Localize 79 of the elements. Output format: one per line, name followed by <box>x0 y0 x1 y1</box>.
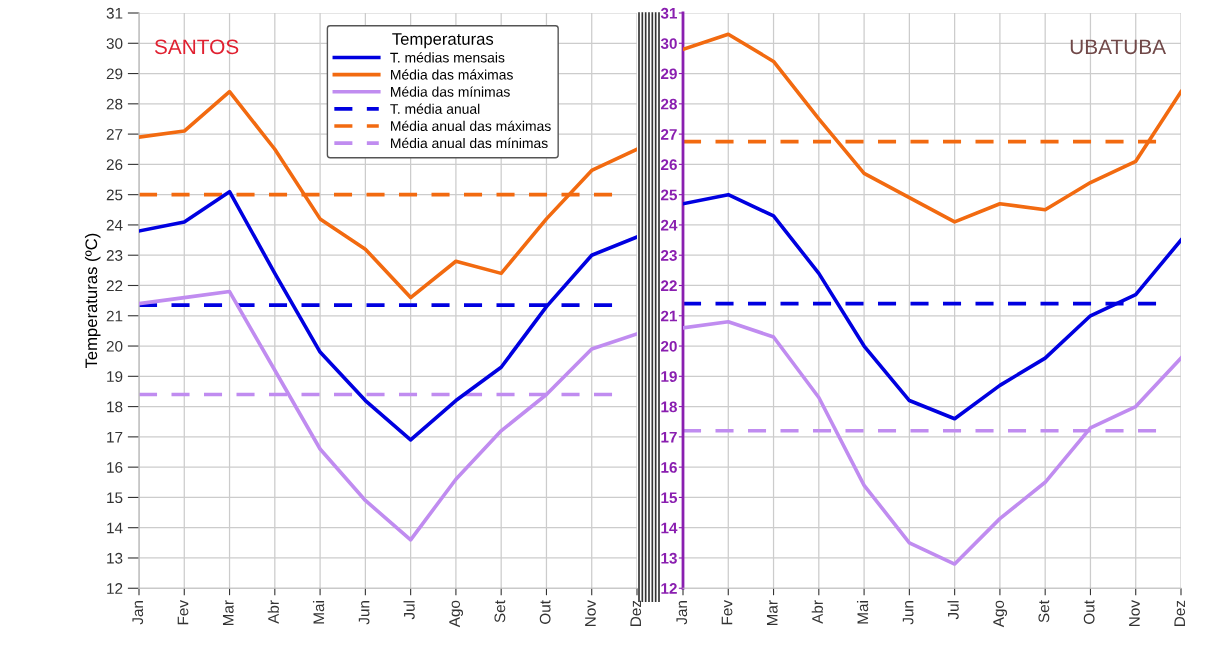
y-tick-label: 14 <box>661 522 678 534</box>
y-tick-label: 22 <box>106 280 123 292</box>
y-tick-label: 28 <box>660 98 677 110</box>
x-tick-label: Mai <box>312 601 325 624</box>
y-tick-label: 17 <box>661 431 677 443</box>
y-tick-label: 21 <box>106 310 123 322</box>
line-series <box>683 320 1181 566</box>
y-tick-label: 20 <box>106 340 123 352</box>
legend-label: Média anual das máximas <box>391 120 551 131</box>
x-tick-label: Jun <box>902 601 914 625</box>
text: SANTOS <box>154 39 239 55</box>
y-tick-label: 29 <box>106 68 123 80</box>
y-tick-label: 13 <box>661 552 677 564</box>
y-tick-label: 28 <box>106 98 123 110</box>
legend-title: Temperaturas <box>392 33 494 49</box>
x-tick-label: Mai <box>856 601 869 624</box>
x-tick-label: Ago <box>449 600 464 628</box>
y-tick-label: 15 <box>661 492 678 504</box>
y-tick-label: 27 <box>660 128 677 140</box>
y-tick-label: 26 <box>106 159 123 171</box>
x-tick-label: Dez <box>630 600 642 626</box>
legend-label: Média anual das mínimas <box>391 137 548 149</box>
x-tick-label: Out <box>1083 600 1095 624</box>
y-tick-label: 31 <box>660 7 678 19</box>
x-tick-label: Mar <box>766 600 778 626</box>
y-tick-label: 25 <box>660 189 678 201</box>
x-tick-label: Fev <box>721 600 733 625</box>
legend-label: T. médias mensais <box>390 52 505 63</box>
y-tick-label: 13 <box>107 552 123 564</box>
line-series <box>683 32 1181 224</box>
y-tick-label: 24 <box>106 219 123 231</box>
y-tick-label: 20 <box>660 340 677 352</box>
line-series <box>139 289 637 542</box>
x-tick-label: Jun <box>358 601 370 625</box>
x-tick-label: Set <box>494 600 506 623</box>
x-tick-label: Mar <box>222 600 234 626</box>
x-tick-label: Abr <box>811 600 823 624</box>
y-tick-label: 23 <box>660 250 677 261</box>
legend-label: Média das mínimas <box>391 86 510 97</box>
y-tick-label: 23 <box>106 250 123 261</box>
x-tick-label: Set <box>1038 600 1050 623</box>
y-tick-label: 19 <box>107 371 123 382</box>
x-tick-label: Abr <box>267 600 279 624</box>
x-tick-label: Nov <box>1129 600 1140 626</box>
y-tick-label: 15 <box>107 492 123 504</box>
x-tick-label: Dez <box>1174 600 1186 626</box>
text: UBATUBA <box>1070 39 1167 55</box>
y-tick-label: 12 <box>107 583 123 594</box>
y-tick-label: 12 <box>661 583 677 594</box>
y-tick-label: 30 <box>106 38 123 49</box>
x-tick-label: Fev <box>177 600 189 625</box>
line-series <box>683 192 1181 421</box>
x-tick-label: Jan <box>676 601 688 625</box>
y-tick-label: 30 <box>660 38 677 49</box>
x-tick-label: Nov <box>585 600 596 626</box>
y-tick-label: 31 <box>106 7 123 19</box>
line-series <box>139 189 637 442</box>
y-tick-label: 19 <box>661 371 677 382</box>
x-tick-label: Jul <box>947 601 959 620</box>
y-tick-label: 18 <box>661 401 677 413</box>
y-tick-label: 25 <box>106 189 123 201</box>
y-tick-label: 17 <box>107 431 123 443</box>
x-tick-label: Out <box>539 600 551 624</box>
y-tick-label: 29 <box>660 68 677 80</box>
y-tick-label: 24 <box>660 219 678 231</box>
y-axis-title: Temperaturas (ºC) <box>84 233 101 369</box>
x-tick-label: Jan <box>132 601 144 625</box>
y-tick-label: 27 <box>106 128 123 140</box>
legend-label: T. média anual <box>390 103 480 114</box>
x-tick-label: Ago <box>993 600 1008 628</box>
y-tick-label: 26 <box>660 159 677 171</box>
y-tick-label: 21 <box>660 310 678 322</box>
legend-label: Média das máximas <box>391 69 513 80</box>
y-tick-label: 16 <box>661 462 677 473</box>
y-tick-label: 22 <box>660 280 677 292</box>
y-tick-label: 18 <box>107 401 123 413</box>
x-tick-label: Jul <box>403 601 415 620</box>
y-tick-label: 16 <box>107 462 123 473</box>
y-tick-label: 14 <box>107 522 123 534</box>
